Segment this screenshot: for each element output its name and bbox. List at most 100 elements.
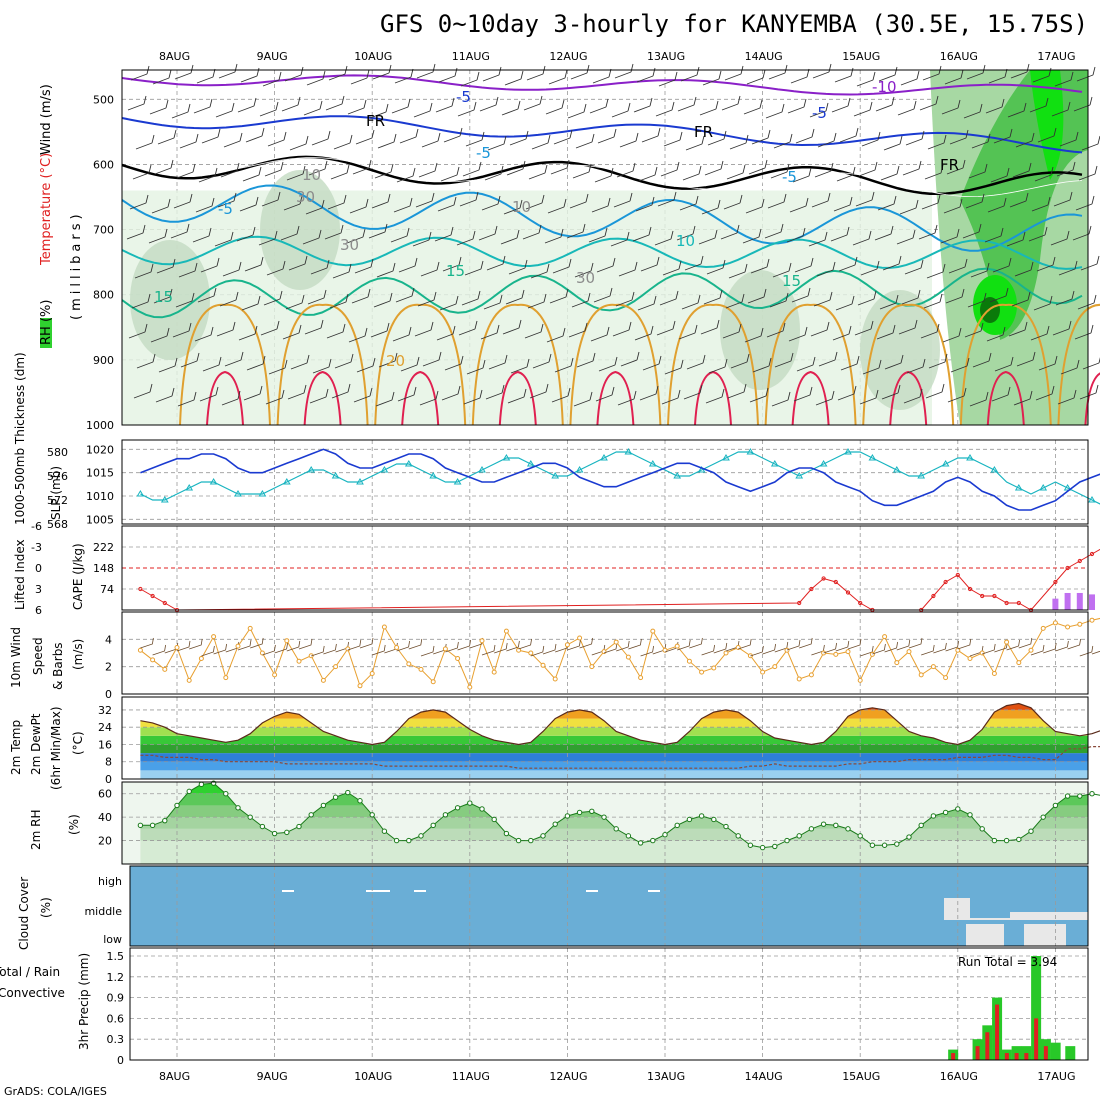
rh-point bbox=[808, 826, 815, 832]
wind-barb bbox=[501, 100, 521, 116]
wind-barb-10m bbox=[689, 637, 703, 649]
wind-barb bbox=[310, 259, 330, 275]
wind-barb bbox=[377, 133, 397, 149]
temp2m-label3: (6hr Min/Max) bbox=[49, 707, 63, 791]
rh-point bbox=[869, 842, 876, 848]
rh-point bbox=[552, 821, 558, 827]
wind-speed-point bbox=[503, 628, 509, 634]
wind-barb bbox=[769, 292, 789, 308]
wind-speed-point bbox=[442, 646, 448, 652]
wind-barb-10m bbox=[530, 645, 545, 657]
wind-barb-10m bbox=[628, 638, 642, 650]
wind-barb bbox=[171, 103, 191, 119]
wind-barb bbox=[905, 130, 925, 146]
thickness-point bbox=[1039, 484, 1048, 491]
wind-barb-10m bbox=[1018, 637, 1033, 649]
rh-point bbox=[650, 837, 656, 844]
wind-barb bbox=[614, 63, 634, 79]
wind-speed-point bbox=[247, 625, 253, 631]
cloud-level-high: high bbox=[98, 875, 122, 888]
wind-speed-point bbox=[760, 669, 766, 675]
wind-barb bbox=[267, 131, 287, 147]
wind-barb bbox=[311, 130, 331, 146]
wind-barb bbox=[638, 166, 658, 182]
thickness-point bbox=[673, 472, 682, 479]
wind-barb-10m bbox=[921, 644, 935, 656]
thickness-point bbox=[990, 466, 999, 473]
rh-point bbox=[479, 806, 485, 812]
wind-speed-point bbox=[1040, 625, 1046, 631]
precip-conv-bar bbox=[995, 1004, 1000, 1060]
wind-barb bbox=[304, 319, 324, 335]
wind-barb bbox=[686, 354, 706, 370]
cloud-level-low: low bbox=[103, 933, 122, 946]
thickness-point bbox=[868, 454, 877, 461]
wind-barb-10m bbox=[323, 643, 337, 655]
wind-barb bbox=[1059, 131, 1079, 147]
wind-barb bbox=[1038, 355, 1058, 371]
wind-barb bbox=[419, 390, 439, 406]
wind-barb bbox=[1060, 359, 1080, 375]
precip-panel: 0 0.3 0.6 0.9 1.2 1.5 Total / Rain Convective… bbox=[0, 947, 1089, 1067]
wind-barb bbox=[591, 197, 611, 213]
rh-point bbox=[930, 813, 937, 819]
wind-barb bbox=[200, 257, 220, 273]
wind-barb bbox=[444, 355, 464, 371]
wind-barb-10m bbox=[1006, 639, 1020, 651]
wind-barb bbox=[858, 161, 878, 177]
wind-barb bbox=[943, 198, 963, 214]
wind-barb-10m bbox=[847, 638, 862, 650]
wind-speed-point bbox=[833, 651, 839, 657]
wind-barb bbox=[308, 160, 328, 176]
rh2m-units: (%) bbox=[67, 814, 81, 835]
wind-barb bbox=[949, 129, 969, 145]
wind-barb-10m bbox=[786, 639, 801, 651]
wind-barb bbox=[287, 384, 307, 400]
rh-point bbox=[918, 822, 924, 829]
wind-barb bbox=[222, 261, 242, 277]
precip-tick-0.9: 0.9 bbox=[107, 992, 125, 1005]
wind-barb bbox=[747, 288, 767, 304]
wind-barb bbox=[772, 262, 792, 278]
wind-speed-point bbox=[967, 655, 973, 661]
wind-barb bbox=[902, 160, 922, 176]
lifted-index-point bbox=[797, 600, 802, 606]
rh-point bbox=[759, 844, 766, 851]
wind-barb bbox=[283, 195, 303, 211]
chart-title: GFS 0~10day 3-hourly for KANYEMBA (30.5E… bbox=[380, 10, 1088, 38]
wind-barb-10m bbox=[896, 639, 911, 651]
wind-barb bbox=[633, 97, 653, 113]
rh-point bbox=[223, 791, 229, 797]
wind-barb bbox=[632, 226, 652, 242]
wind-speed-point bbox=[845, 649, 851, 655]
wind-speed-point bbox=[577, 635, 583, 641]
cloud-gap-3 bbox=[414, 890, 426, 892]
wind-speed-point bbox=[589, 664, 595, 670]
cape-label: CAPE (J/kg) bbox=[71, 543, 85, 610]
top-day-label-11AUG: 11AUG bbox=[452, 50, 490, 63]
wind-speed-point bbox=[613, 639, 619, 645]
rh-point bbox=[625, 833, 632, 839]
wind-barb bbox=[508, 259, 528, 275]
wind-barb bbox=[1033, 295, 1053, 311]
lifted-index-point bbox=[138, 586, 143, 592]
thickness-point bbox=[136, 490, 145, 497]
wind-barb bbox=[1056, 161, 1076, 177]
rh-point bbox=[637, 840, 644, 846]
pressure-tick-700: 700 bbox=[93, 224, 114, 237]
wind-barb-10m bbox=[872, 643, 886, 655]
wind-barb bbox=[128, 323, 148, 339]
pressure-tick-1000: 1000 bbox=[86, 419, 114, 432]
rh-point bbox=[528, 837, 534, 844]
wind-barb bbox=[528, 164, 548, 180]
contour-minus5-lower bbox=[121, 184, 1083, 252]
wind-barb bbox=[1058, 260, 1078, 276]
thickness-point bbox=[282, 478, 291, 485]
wind-barb bbox=[509, 130, 529, 146]
lifted-index-point bbox=[955, 572, 960, 578]
temp-tick-16: 16 bbox=[98, 738, 112, 751]
wind-barb bbox=[808, 231, 828, 247]
rh2m-panel: 20 40 60 2m RH (%) bbox=[29, 780, 1100, 865]
rh-point bbox=[820, 821, 827, 827]
wind-barb bbox=[594, 167, 614, 183]
